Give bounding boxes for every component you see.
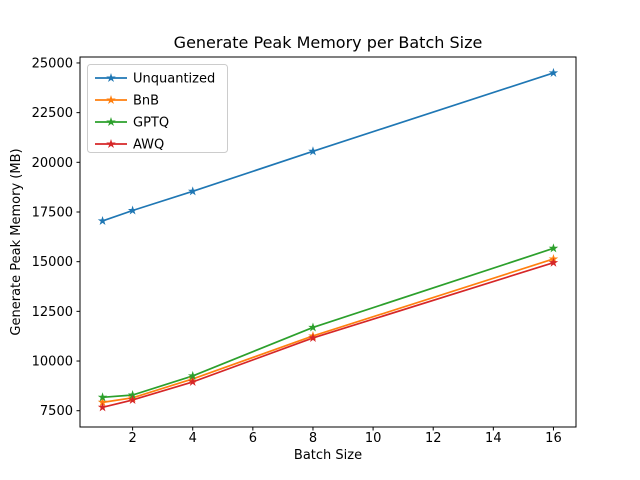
series-unquantized-marker	[308, 146, 318, 156]
legend-marker-gptq	[106, 117, 116, 127]
series-unquantized-marker	[97, 215, 108, 225]
x-tick-label: 6	[249, 431, 257, 446]
x-tick-label: 10	[365, 431, 382, 446]
plot-area: 2 4 6 8 10 12 14 16 7500 10000 12500 15000 17500 2000…	[32, 56, 577, 446]
series-awq-marker	[548, 257, 559, 267]
series-unquantized-marker	[187, 186, 198, 196]
legend-label-gptq: GPTQ	[133, 116, 169, 131]
x-tick-label: 4	[189, 431, 197, 446]
series-bnb-marker	[97, 397, 108, 407]
x-tick-label: 16	[545, 431, 562, 446]
legend-label-awq: AWQ	[133, 138, 164, 153]
series-gptq-marker	[548, 243, 559, 253]
x-tick-label: 2	[128, 431, 136, 446]
y-tick-label: 12500	[32, 305, 73, 320]
x-tick-label: 8	[309, 431, 317, 446]
x-tick-label: 12	[425, 431, 442, 446]
legend-box	[87, 64, 228, 153]
series-unquantized-marker	[127, 205, 138, 215]
series-gptq-marker	[97, 392, 108, 402]
series-gptq-marker	[127, 390, 138, 400]
legend-label-unquantized: Unquantized	[133, 72, 215, 87]
legend-marker-bnb	[106, 95, 116, 105]
y-tick-label: 17500	[32, 205, 73, 220]
series-gptq-marker	[308, 322, 318, 332]
y-tick-label: 10000	[32, 355, 73, 370]
x-tick-label: 14	[485, 431, 502, 446]
y-tick-label: 15000	[32, 255, 73, 270]
y-tick-label: 22500	[32, 106, 73, 121]
x-axis-label: Batch Size	[294, 448, 362, 463]
series-awq-marker	[127, 394, 138, 405]
y-axis-label: Generate Peak Memory (MB)	[9, 148, 24, 335]
y-tick-label: 7500	[40, 404, 73, 419]
series-gptq-marker	[187, 370, 198, 380]
axes-spines	[79, 56, 577, 428]
legend-label-bnb: BnB	[133, 94, 159, 109]
series-bnb-line	[102, 258, 554, 404]
legend-marker-unquantized	[106, 73, 116, 83]
y-tick-label: 25000	[32, 56, 73, 71]
chart-title: Generate Peak Memory per Batch Size	[174, 33, 483, 52]
legend-marker-awq	[106, 139, 116, 149]
y-tick-label: 20000	[32, 156, 73, 171]
series-awq-marker	[187, 376, 198, 386]
series-awq-marker	[97, 402, 108, 412]
series-gptq-line	[102, 247, 554, 399]
series-awq-marker	[308, 332, 318, 343]
series-unquantized-marker	[548, 67, 559, 77]
